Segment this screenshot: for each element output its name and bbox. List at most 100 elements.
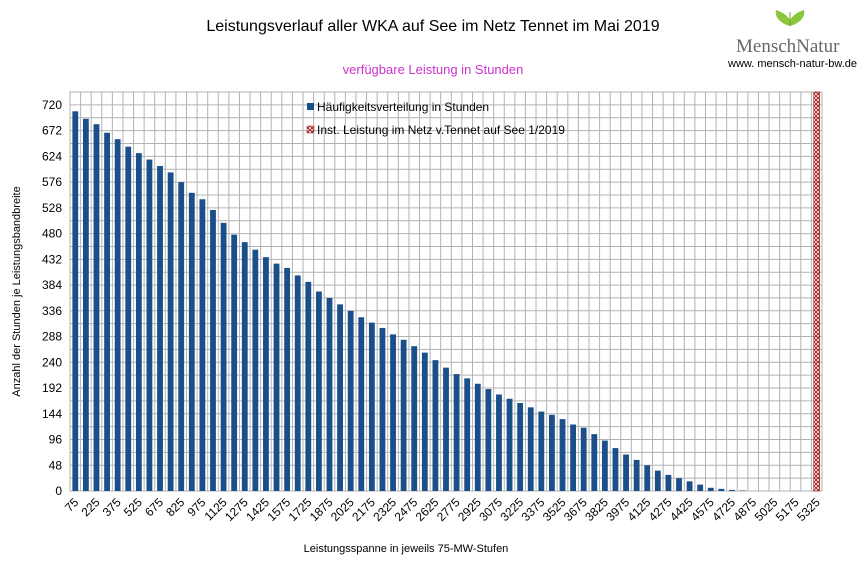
bar [178, 182, 185, 491]
legend-label-installed: Inst. Leistung im Netz v.Tennet auf See … [317, 123, 565, 137]
bar [538, 411, 545, 491]
x-tick-label: 225 [79, 495, 103, 519]
bar [400, 339, 407, 491]
x-tick-label: 525 [121, 495, 145, 519]
bar [570, 424, 577, 491]
brand-name: MenschNatur [736, 36, 840, 57]
bar [326, 297, 333, 491]
y-tick-label: 192 [42, 381, 62, 395]
bar [82, 118, 89, 491]
bar [315, 291, 322, 491]
bar [496, 394, 502, 491]
y-tick-label: 240 [42, 355, 62, 369]
bar [263, 257, 269, 491]
bar [252, 249, 259, 491]
bar [485, 389, 492, 491]
y-tick-label: 480 [42, 227, 62, 241]
y-tick-label: 48 [49, 458, 63, 472]
legend-swatch-installed [306, 125, 315, 134]
y-tick-label: 288 [42, 330, 62, 344]
chart-title: Leistungsverlauf aller WKA auf See im Ne… [206, 18, 660, 35]
bar [146, 159, 153, 492]
bar [559, 419, 566, 491]
bar [284, 267, 291, 491]
bar [93, 124, 100, 491]
y-tick-label: 336 [42, 304, 62, 318]
x-tick-label: 5325 [794, 495, 823, 524]
bar [453, 374, 460, 491]
y-tick-label: 672 [42, 124, 62, 138]
y-tick-label: 144 [42, 407, 62, 421]
bar [72, 111, 79, 491]
y-axis-label: Anzahl der Stunden je Leistungsbandbreit… [11, 186, 23, 396]
bar [157, 166, 163, 492]
bar [337, 304, 343, 491]
bar [114, 139, 121, 491]
brand-url: www. mensch-natur-bw.de [728, 58, 857, 70]
bar [199, 199, 206, 492]
bar [549, 414, 555, 491]
installed-capacity-marker [813, 91, 821, 492]
bar [358, 317, 365, 491]
bar [697, 484, 704, 491]
y-tick-label: 432 [42, 252, 62, 266]
bar [474, 383, 481, 491]
bar [739, 490, 746, 491]
bar [718, 488, 725, 491]
bar [188, 192, 195, 492]
bar [273, 263, 280, 491]
bar [601, 440, 608, 491]
plot-area [69, 91, 823, 492]
x-axis-label: Leistungsspanne in jeweils 75-MW-Stufen [304, 543, 509, 555]
y-tick-label: 96 [49, 433, 63, 447]
y-tick-label: 720 [42, 98, 62, 112]
x-tick-label: 75 [62, 495, 82, 515]
bar [633, 459, 640, 491]
bar [623, 454, 629, 491]
x-tick-label: 825 [163, 495, 187, 519]
bar [231, 234, 238, 491]
legend-swatch-frequency [307, 103, 314, 110]
ginkgo-leaf-icon [775, 10, 805, 38]
x-tick-label: 375 [100, 495, 124, 519]
y-tick-label: 384 [42, 278, 62, 292]
bar [517, 403, 524, 491]
bar [368, 322, 375, 491]
bar [411, 346, 418, 491]
chart-subtitle: verfügbare Leistung in Stunden [342, 62, 524, 77]
bar [729, 489, 735, 491]
bar [527, 407, 534, 491]
bar [390, 334, 396, 491]
bar [686, 481, 693, 491]
bar [104, 132, 110, 492]
bar [305, 281, 312, 491]
bar [125, 146, 132, 492]
bar [707, 487, 714, 491]
bar [665, 474, 672, 491]
bar [294, 275, 301, 491]
bar [432, 360, 439, 491]
bar [580, 427, 587, 491]
bar [379, 327, 386, 491]
bar [135, 153, 142, 492]
y-tick-label: 0 [55, 484, 62, 498]
x-tick-label: 675 [142, 495, 166, 519]
bar [241, 242, 248, 491]
bar [167, 172, 174, 491]
brand-logo: MenschNatur www. mensch-natur-bw.de [728, 6, 862, 70]
bar [644, 465, 651, 491]
y-tick-label: 528 [42, 201, 62, 215]
y-tick-label: 576 [42, 175, 62, 189]
bar [654, 470, 661, 491]
bar [676, 478, 682, 491]
bar [464, 378, 471, 491]
bar [347, 310, 354, 491]
bar [220, 222, 227, 491]
bar [443, 367, 449, 491]
bar [506, 398, 513, 491]
bar [421, 352, 428, 491]
bar [210, 209, 216, 491]
bar [591, 434, 598, 491]
legend-label-frequency: Häufigkeitsverteilung in Stunden [317, 100, 489, 114]
